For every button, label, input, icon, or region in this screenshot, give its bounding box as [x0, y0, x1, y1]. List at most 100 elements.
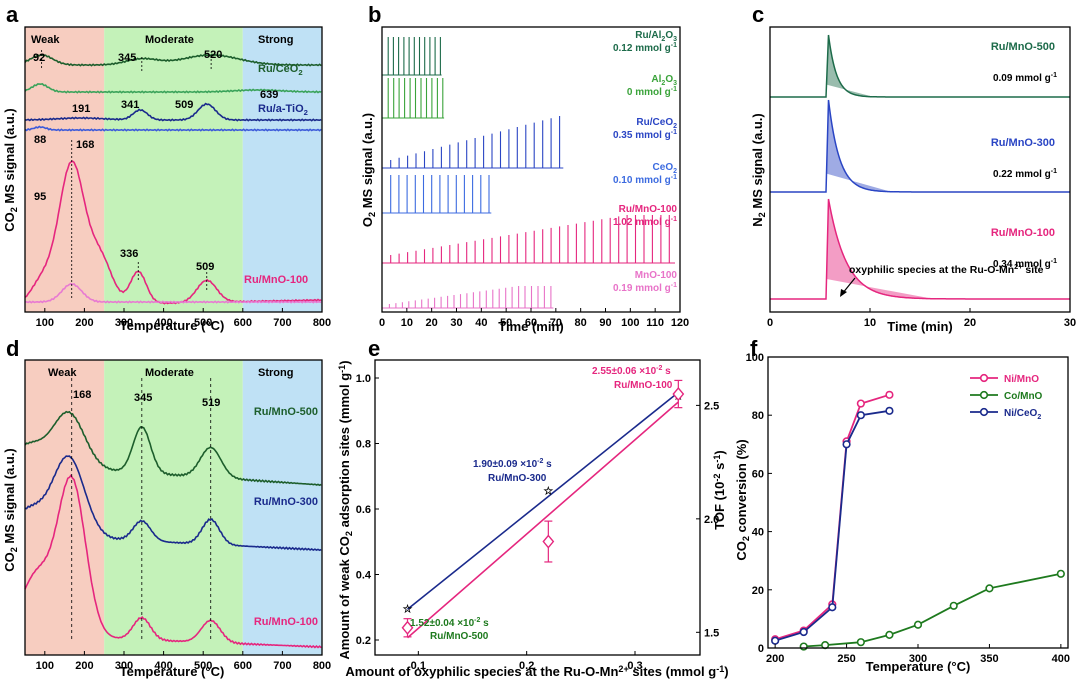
text-run: 0.34 mmol g [993, 259, 1051, 270]
data-point [828, 603, 837, 612]
x-tick-label: 0 [379, 317, 385, 329]
panel-letter: c [752, 2, 764, 27]
x-tick-label: 20 [426, 317, 438, 329]
series-line-0 [24, 410, 322, 487]
peak-label: 92 [33, 52, 45, 64]
peak-label: 345 [134, 392, 152, 404]
data-point [856, 638, 865, 647]
x-tick-label: 30 [1064, 317, 1076, 329]
text-run: 0.35 mmol g [613, 130, 671, 141]
text-run: Ni/MnO [1004, 374, 1039, 385]
text-run: 2 [757, 212, 767, 217]
series-line-1 [770, 99, 1070, 193]
text-run: 1.90±0.09 ×10 [473, 459, 538, 470]
x-tick-label: 300 [909, 653, 927, 665]
text-run: 2 [741, 536, 751, 541]
x-tick-label: 800 [313, 660, 331, 672]
series-label: Ru/MnO-300 [991, 137, 1055, 149]
region-label: Strong [258, 367, 293, 379]
series-line-1 [24, 455, 322, 552]
x-tick-label: 200 [75, 317, 93, 329]
series-label: Ru/Al2O3 [635, 30, 677, 43]
series-line-1 [24, 83, 322, 94]
series-line-2 [774, 409, 890, 642]
y2-tick-label: 1.5 [704, 627, 719, 639]
text-run: CeO [653, 162, 674, 173]
panel-letter: b [368, 2, 381, 27]
series-label: Ru/a-TiO2 [258, 103, 308, 117]
peak-label: 95 [34, 191, 46, 203]
text-run: 0 mmol g [627, 87, 671, 98]
text-run: site [1023, 264, 1044, 276]
series-amount: 0.34 mmol g-1 [993, 258, 1057, 270]
data-point [885, 406, 894, 415]
text-run: Amount of oxyphilic species at the Ru-O-… [345, 664, 618, 679]
text-run: Ru/CeO [258, 63, 299, 75]
y2-tick-label: 2.5 [704, 400, 719, 412]
series-line-1 [803, 572, 1062, 648]
series-line-5 [382, 286, 554, 309]
series-line-0 [770, 34, 1070, 98]
text-run: Ru/Al [635, 30, 661, 41]
point-label-sample: Ru/MnO-100 [614, 380, 673, 391]
peak-label: 168 [73, 389, 91, 401]
text-run: TOF (10 [712, 482, 727, 530]
text-run: s [543, 459, 552, 470]
x-axis-title: Time (min) [498, 319, 564, 334]
x-tick-label: 10 [864, 317, 876, 329]
text-run: s [480, 618, 489, 629]
text-run: adsorption sites (mmol g [337, 373, 352, 531]
text-run: 2 [344, 531, 354, 536]
series-label: Ru/MnO-500 [254, 406, 318, 418]
data-point-diamond [672, 386, 685, 402]
x-tick-label: 0.1 [411, 660, 426, 672]
text-run: CO [2, 552, 17, 572]
text-run: Al [651, 74, 661, 85]
data-point-star: ☆ [403, 603, 413, 615]
panel-e: e☆☆☆1.52±0.04 ×10-2 sRu/MnO-5001.90±0.09… [337, 336, 729, 679]
series-line-2 [24, 474, 322, 649]
legend-label: Co/MnO [1004, 391, 1043, 402]
text-run: ) [712, 450, 727, 454]
fit-line-blue [406, 391, 679, 610]
text-run: -1 [671, 129, 677, 136]
series-amount: 0 mmol g-1 [627, 86, 677, 98]
text-run: -1 [671, 282, 677, 289]
series-amount: 0.09 mmol g-1 [993, 72, 1057, 84]
series-amount: 0.12 mmol g-1 [613, 42, 677, 54]
x-tick-label: 100 [36, 660, 54, 672]
text-run: O [665, 74, 673, 85]
y-tick-label: 60 [752, 468, 764, 480]
x-tick-label: 250 [837, 653, 855, 665]
y-tick-label: 40 [752, 527, 764, 539]
text-run: 1.02 mmol g [613, 217, 671, 228]
series-label: CeO2 [653, 162, 678, 175]
y2-tick-label: 2.0 [704, 514, 719, 526]
series-line-3 [382, 175, 492, 214]
text-run: Co/MnO [1004, 391, 1043, 402]
region-moderate [104, 360, 243, 655]
text-run: ) [724, 664, 728, 679]
x-tick-label: 70 [550, 317, 562, 329]
region-moderate [104, 27, 243, 312]
text-run: -1 [671, 42, 677, 49]
point-label-value: 1.90±0.09 ×10-2 s [473, 458, 552, 470]
text-run: -2 [712, 474, 722, 482]
y2-axis-title: TOF (10-2 s-1) [712, 450, 727, 530]
peak-label: 168 [76, 139, 94, 151]
text-run: 2 [1037, 414, 1041, 421]
data-point [799, 627, 808, 637]
region-label: Moderate [145, 34, 194, 46]
text-run: Ni/CeO [1004, 408, 1038, 419]
series-label: Ru/MnO-100 [244, 274, 308, 286]
x-axis-title: Temperature (°C) [120, 318, 225, 333]
text-run: 2 [9, 547, 19, 552]
text-run: -1 [671, 216, 677, 223]
series-amount: 0.35 mmol g-1 [613, 129, 677, 141]
x-tick-label: 350 [980, 653, 998, 665]
series-amount: 1.02 mmol g-1 [613, 216, 677, 228]
y-tick-label: 0 [758, 643, 764, 655]
x-tick-label: 200 [766, 653, 784, 665]
text-run: -2 [474, 617, 480, 624]
